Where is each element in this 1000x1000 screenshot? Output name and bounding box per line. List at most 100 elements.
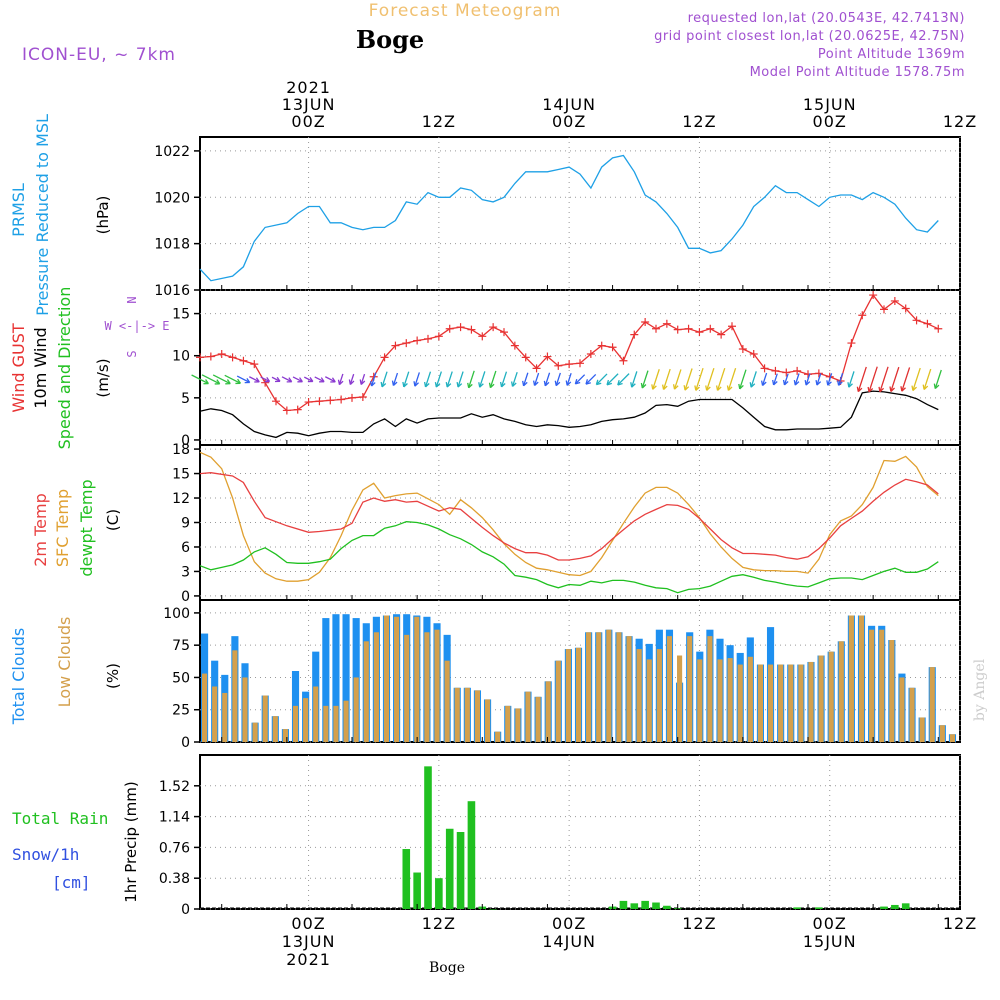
y-tick-label-pressure: 1018: [154, 237, 190, 253]
wind-arrow-head: [214, 379, 221, 385]
low-clouds-bar: [212, 686, 218, 742]
wind-speed-line: [199, 390, 939, 439]
point-altitude: Point Altitude 1369m: [818, 47, 965, 62]
low-clouds-bar: [616, 632, 622, 742]
compass-we: W <-|-> E: [104, 319, 169, 333]
gust-marker: [217, 350, 226, 359]
gust-marker: [196, 353, 204, 362]
gust-marker: [684, 324, 693, 333]
low-clouds-bar: [545, 681, 551, 742]
precip-bar: [901, 903, 910, 909]
model-label: ICON-EU, ~ 7km: [22, 45, 176, 65]
wind-direction-arrow: [522, 372, 529, 387]
wind-arrow-head: [651, 384, 657, 390]
gust-marker: [858, 311, 867, 320]
low-clouds-bar: [606, 629, 612, 742]
gust-marker: [576, 359, 584, 368]
wind-direction-arrow: [338, 373, 344, 385]
gust-marker: [728, 322, 736, 331]
total-clouds-bar: [332, 614, 340, 742]
wind-direction-arrow: [566, 373, 572, 386]
low-clouds-bar: [404, 634, 410, 742]
wind-arrow-head: [793, 380, 800, 386]
gust-marker: [543, 352, 552, 361]
low-clouds-bar: [626, 636, 632, 742]
wind-arrow-head: [630, 382, 636, 388]
axis-layer: 1016101810201022051015036912151802550751…: [154, 78, 976, 969]
gust-marker: [391, 341, 400, 350]
wind-direction-arrow: [392, 372, 399, 386]
wind-direction-arrow: [727, 367, 737, 391]
y-tick-label-precip: 0.38: [159, 871, 190, 887]
low-clouds-bar: [292, 705, 299, 742]
x-top-label: 00Z: [552, 112, 586, 131]
x-bottom-label: 2021: [286, 950, 331, 969]
wind-direction-arrow: [191, 374, 209, 385]
low-clouds-bar: [495, 731, 501, 742]
gust-marker: [901, 304, 910, 313]
rain-label: Total Rain: [12, 809, 108, 828]
pressure-unit: (hPa): [94, 196, 112, 235]
wind-arrow-head: [413, 381, 420, 387]
gust-marker: [358, 392, 367, 401]
low-clouds-bar: [535, 696, 541, 742]
wind-direction-arrow: [816, 373, 822, 386]
wind-direction-arrow: [695, 367, 704, 391]
low-clouds-bar: [363, 641, 369, 742]
y-tick-label-wind: 5: [181, 391, 190, 407]
wind-arrow-head: [683, 385, 690, 391]
wind-arrow-head: [402, 381, 408, 388]
wind-arrow-head: [815, 380, 822, 386]
y-tick-label-clouds: 0: [181, 735, 190, 751]
gust-marker: [282, 406, 291, 415]
gust-marker: [597, 341, 606, 350]
y-tick-label-temp: 6: [181, 540, 190, 556]
low-clouds-bar: [414, 616, 420, 742]
gust-marker: [445, 324, 454, 333]
total-clouds-bar: [342, 614, 350, 742]
wind-arrow-head: [348, 379, 355, 385]
low-clouds-bar: [889, 640, 895, 742]
pressure-panel: [199, 136, 961, 291]
low-clouds-label: Low Clouds: [55, 617, 74, 708]
wind-arrow-head: [705, 385, 711, 391]
low-clouds-bar: [707, 636, 713, 742]
compass-north: N: [125, 296, 139, 303]
wind-direction-arrow: [314, 376, 325, 383]
wind-arrow-head: [330, 377, 336, 383]
low-clouds-bar: [747, 656, 753, 742]
wind-arrow-head: [878, 386, 885, 393]
watermark: by Angel: [972, 658, 988, 721]
y-tick-label-wind: 0: [181, 433, 190, 449]
low-clouds-bar: [828, 651, 834, 742]
gust-marker: [206, 352, 215, 361]
wind-direction-arrow: [805, 373, 811, 386]
low-clouds-bar: [778, 664, 784, 742]
gust-marker: [717, 330, 726, 339]
precip-bar: [793, 907, 801, 909]
gust-marker: [424, 334, 432, 343]
wind-direction-arrow: [370, 372, 377, 387]
precip-bar: [630, 903, 639, 909]
wind-direction-arrow: [260, 376, 270, 383]
wind-arrow-head: [307, 376, 314, 383]
low-clouds-bar: [484, 699, 491, 742]
wind-direction-arrow: [489, 370, 497, 388]
low-clouds-bar: [262, 695, 268, 742]
wind-arrow-head: [574, 378, 581, 385]
low-clouds-bar: [282, 729, 288, 742]
x-bottom-label: 15JUN: [803, 932, 857, 951]
low-clouds-bar: [424, 632, 430, 742]
wind-direction-arrow: [912, 367, 921, 391]
low-clouds-bar: [596, 632, 602, 742]
y-tick-label-clouds: 100: [163, 606, 190, 622]
gust-marker: [228, 353, 237, 362]
low-clouds-bar: [808, 661, 814, 742]
low-clouds-bar: [788, 664, 794, 742]
gust-marker: [315, 397, 324, 406]
wind-direction-arrow: [716, 367, 726, 391]
wind-arrow-head: [826, 380, 832, 386]
wind-arrow-head: [933, 383, 940, 390]
wind-arrow-head: [532, 380, 539, 387]
wind-arrow-head: [488, 382, 495, 389]
